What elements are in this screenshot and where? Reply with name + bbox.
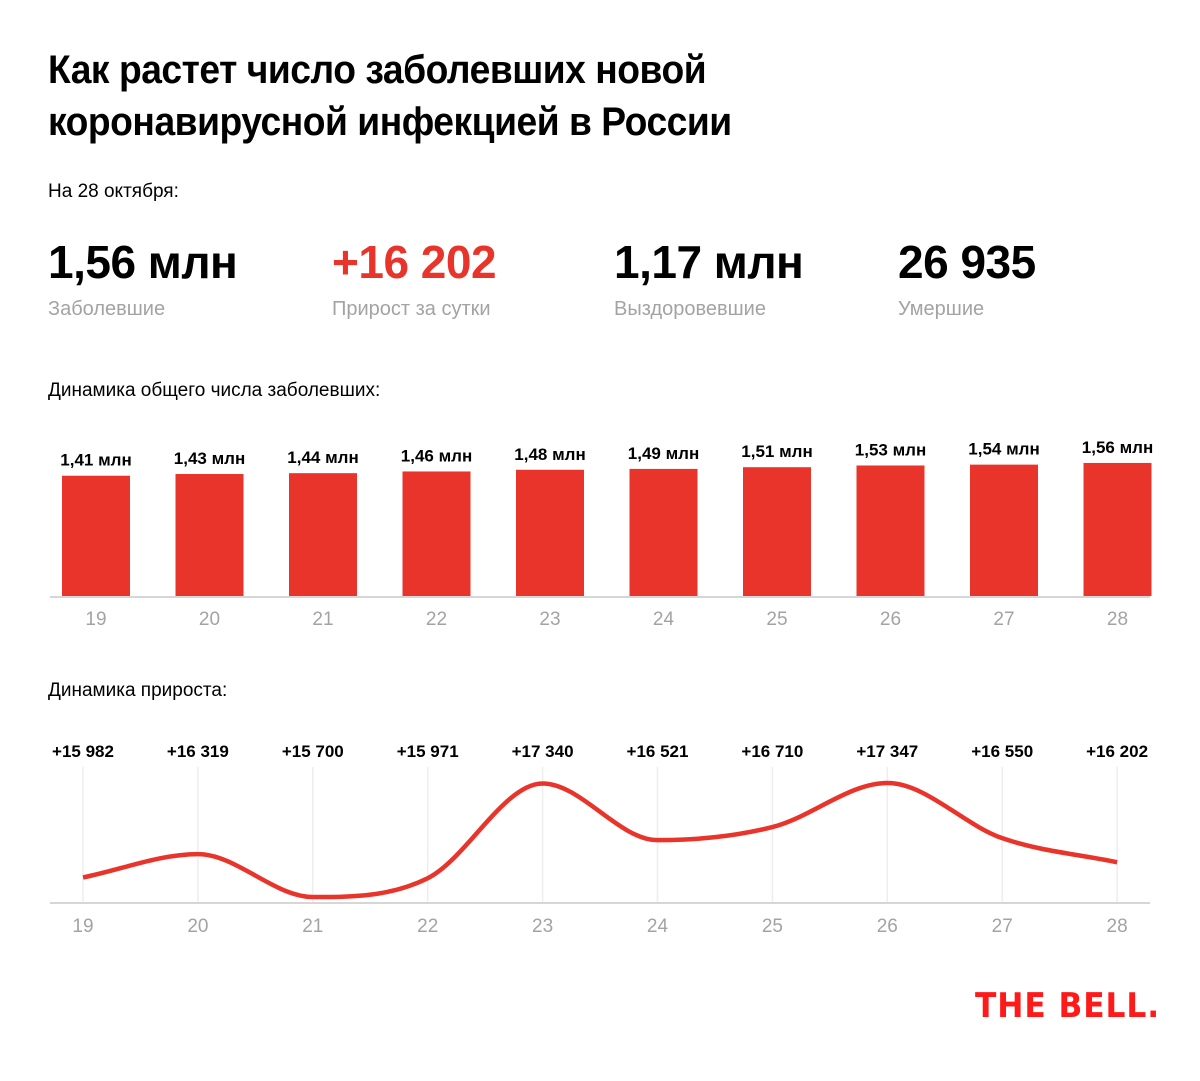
stat-label: Прирост за сутки — [332, 298, 491, 320]
x-tick-label: 25 — [766, 609, 787, 630]
x-tick-label: 28 — [1107, 609, 1128, 630]
point-data-label: +16 319 — [167, 742, 229, 761]
bar-data-label: 1,46 млн — [401, 446, 472, 465]
bar-chart-title: Динамика общего числа заболевших: — [48, 380, 381, 401]
x-tick-label: 24 — [647, 916, 669, 937]
bar — [856, 465, 925, 596]
stat-label: Умершие — [898, 298, 985, 320]
stat-label: Заболевшие — [48, 298, 166, 320]
bar — [970, 464, 1038, 596]
point-data-label: +16 550 — [971, 742, 1033, 761]
x-tick-label: 20 — [187, 916, 208, 937]
bar-data-label: 1,44 млн — [287, 448, 358, 467]
point-data-label: +16 521 — [627, 742, 689, 761]
point-data-label: +15 971 — [397, 742, 459, 761]
bar — [402, 471, 471, 596]
stat-value: 1,56 млн — [48, 236, 238, 288]
stat-value: +16 202 — [332, 236, 497, 288]
x-tick-label: 26 — [877, 916, 898, 937]
x-tick-label: 20 — [199, 609, 220, 630]
chart-title: Как растет число заболевших новой корона… — [48, 44, 1071, 148]
bar — [516, 469, 584, 596]
stat-deaths: 26 935 Умершие — [898, 234, 1036, 321]
bar-data-label: 1,48 млн — [514, 445, 585, 464]
x-tick-label: 27 — [993, 609, 1014, 630]
bar — [289, 473, 357, 596]
bar — [1083, 462, 1152, 596]
x-tick-label: 24 — [653, 609, 675, 630]
x-tick-label: 19 — [85, 609, 106, 630]
series-line — [82, 780, 1118, 900]
bar-data-label: 1,49 млн — [628, 444, 699, 463]
the-bell-logo: THE BELL. — [975, 986, 1161, 1026]
bar — [62, 475, 130, 596]
bar-chart: 1,41 млн 19 1,43 млн 20 1,44 млн 21 1,46 млн 22… — [50, 438, 1153, 630]
point-data-label: +15 982 — [52, 742, 114, 761]
point-data-label: +17 347 — [856, 742, 918, 761]
stat-value: 26 935 — [898, 236, 1036, 288]
line-chart: +15 982 19 +16 319 20 +15 700 21 +15 971 22 +17 … — [50, 742, 1150, 937]
bar-data-label: 1,53 млн — [855, 440, 926, 459]
stat-recovered: 1,17 млн Выздоровевшие — [614, 234, 804, 321]
title-line-1: Как растет число заболевших новой — [48, 48, 707, 92]
point-data-label: +17 340 — [512, 742, 574, 761]
x-tick-label: 23 — [532, 916, 553, 937]
bar — [629, 468, 698, 596]
bar-data-label: 1,54 млн — [968, 440, 1039, 459]
line-chart-title: Динамика прироста: — [48, 680, 228, 701]
bar — [743, 467, 811, 596]
x-tick-label: 23 — [539, 609, 560, 630]
bar-data-label: 1,56 млн — [1082, 438, 1153, 457]
stat-label: Выздоровевшие — [614, 298, 766, 320]
point-data-label: +16 202 — [1086, 742, 1148, 761]
stat-cases: 1,56 млн Заболевшие — [48, 234, 238, 321]
stat-daily-increase: +16 202 Прирост за сутки — [332, 234, 497, 321]
x-tick-label: 21 — [312, 609, 333, 630]
bar-data-label: 1,43 млн — [174, 449, 245, 468]
x-tick-label: 25 — [762, 916, 783, 937]
as-of-date: На 28 октября: — [48, 181, 179, 202]
x-tick-label: 28 — [1107, 916, 1128, 937]
x-tick-label: 22 — [426, 609, 447, 630]
stat-value: 1,17 млн — [614, 236, 804, 288]
bar-data-label: 1,41 млн — [60, 451, 131, 470]
x-tick-label: 22 — [417, 916, 438, 937]
x-tick-label: 26 — [880, 609, 901, 630]
x-tick-label: 27 — [992, 916, 1013, 937]
title-line-2: коронавирусной инфекцией в России — [48, 100, 732, 144]
point-data-label: +15 700 — [282, 742, 344, 761]
x-tick-label: 21 — [302, 916, 323, 937]
bar-data-label: 1,51 млн — [741, 442, 812, 461]
x-tick-label: 19 — [72, 916, 93, 937]
bar — [175, 474, 244, 596]
point-data-label: +16 710 — [741, 742, 803, 761]
